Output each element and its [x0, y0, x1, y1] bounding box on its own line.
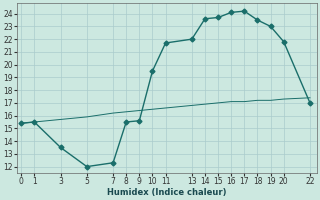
X-axis label: Humidex (Indice chaleur): Humidex (Indice chaleur) [107, 188, 227, 197]
